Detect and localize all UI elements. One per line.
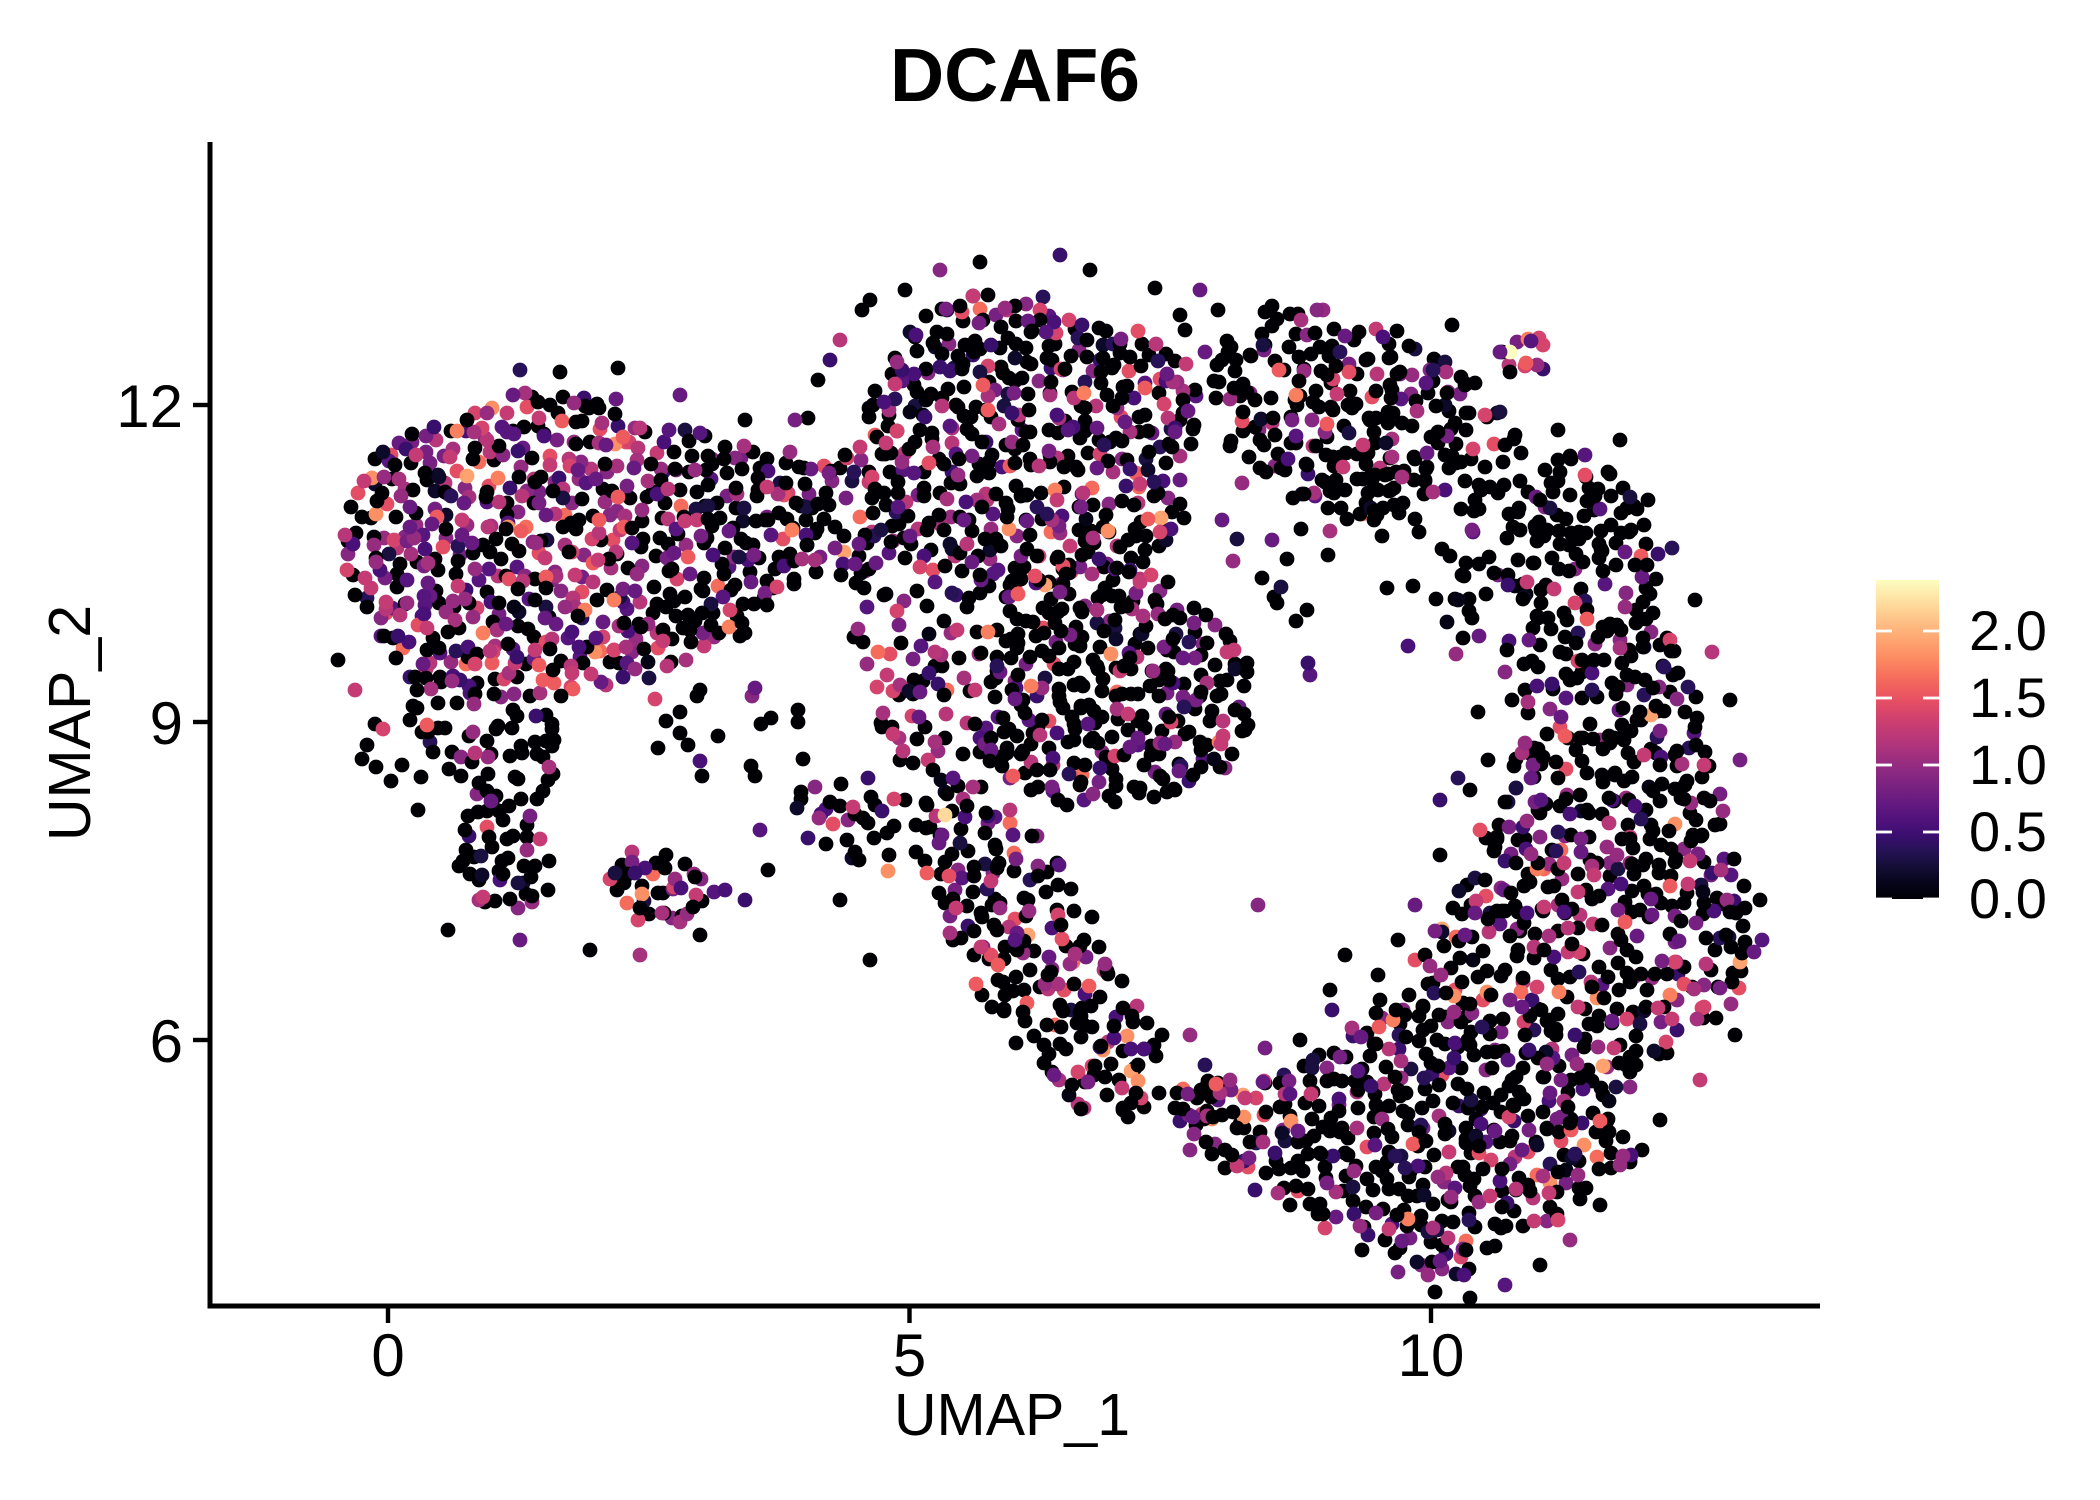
svg-text:5: 5 [893, 1322, 926, 1389]
svg-text:6: 6 [150, 1008, 183, 1075]
svg-text:12: 12 [116, 373, 183, 440]
svg-text:UMAP_2: UMAP_2 [37, 605, 103, 841]
svg-text:0.5: 0.5 [1969, 800, 2047, 863]
svg-text:10: 10 [1398, 1322, 1465, 1389]
svg-text:1.0: 1.0 [1969, 733, 2047, 796]
svg-text:UMAP_1: UMAP_1 [894, 1382, 1130, 1448]
svg-text:9: 9 [150, 690, 183, 757]
svg-text:DCAF6: DCAF6 [890, 33, 1140, 117]
svg-text:2.0: 2.0 [1969, 599, 2047, 662]
svg-text:0.0: 0.0 [1969, 867, 2047, 930]
svg-text:1.5: 1.5 [1969, 666, 2047, 729]
svg-text:0: 0 [371, 1322, 404, 1389]
